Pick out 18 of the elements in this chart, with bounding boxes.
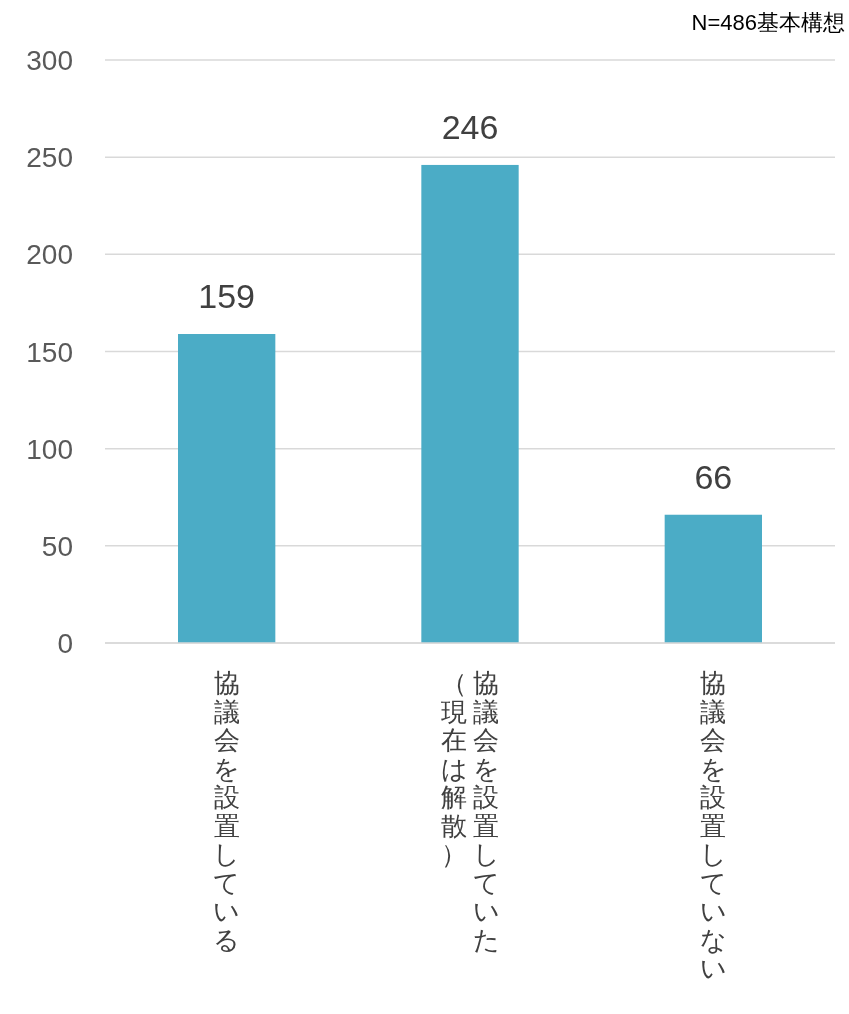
category-label: 協議会を設置している	[213, 668, 241, 955]
y-tick-label: 150	[26, 336, 73, 368]
data-label: 246	[441, 107, 499, 146]
y-tick-label: 250	[26, 142, 73, 174]
y-tick-label: 0	[57, 628, 73, 659]
y-tick-label: 50	[41, 530, 73, 562]
text: （現在は解散）	[440, 668, 468, 869]
category-label: 協議会を設置していた	[472, 668, 500, 955]
bar	[421, 164, 519, 643]
bar	[178, 334, 276, 643]
data-label: 66	[694, 457, 733, 496]
y-tick-label: 200	[26, 239, 73, 271]
data-label: 159	[198, 277, 256, 316]
category-label: 協議会を設置していない	[699, 668, 727, 983]
chart-title: N=486基本構想	[691, 10, 845, 35]
bar	[664, 514, 762, 643]
y-tick-label: 100	[26, 433, 73, 465]
y-tick-label: 300	[26, 45, 73, 76]
